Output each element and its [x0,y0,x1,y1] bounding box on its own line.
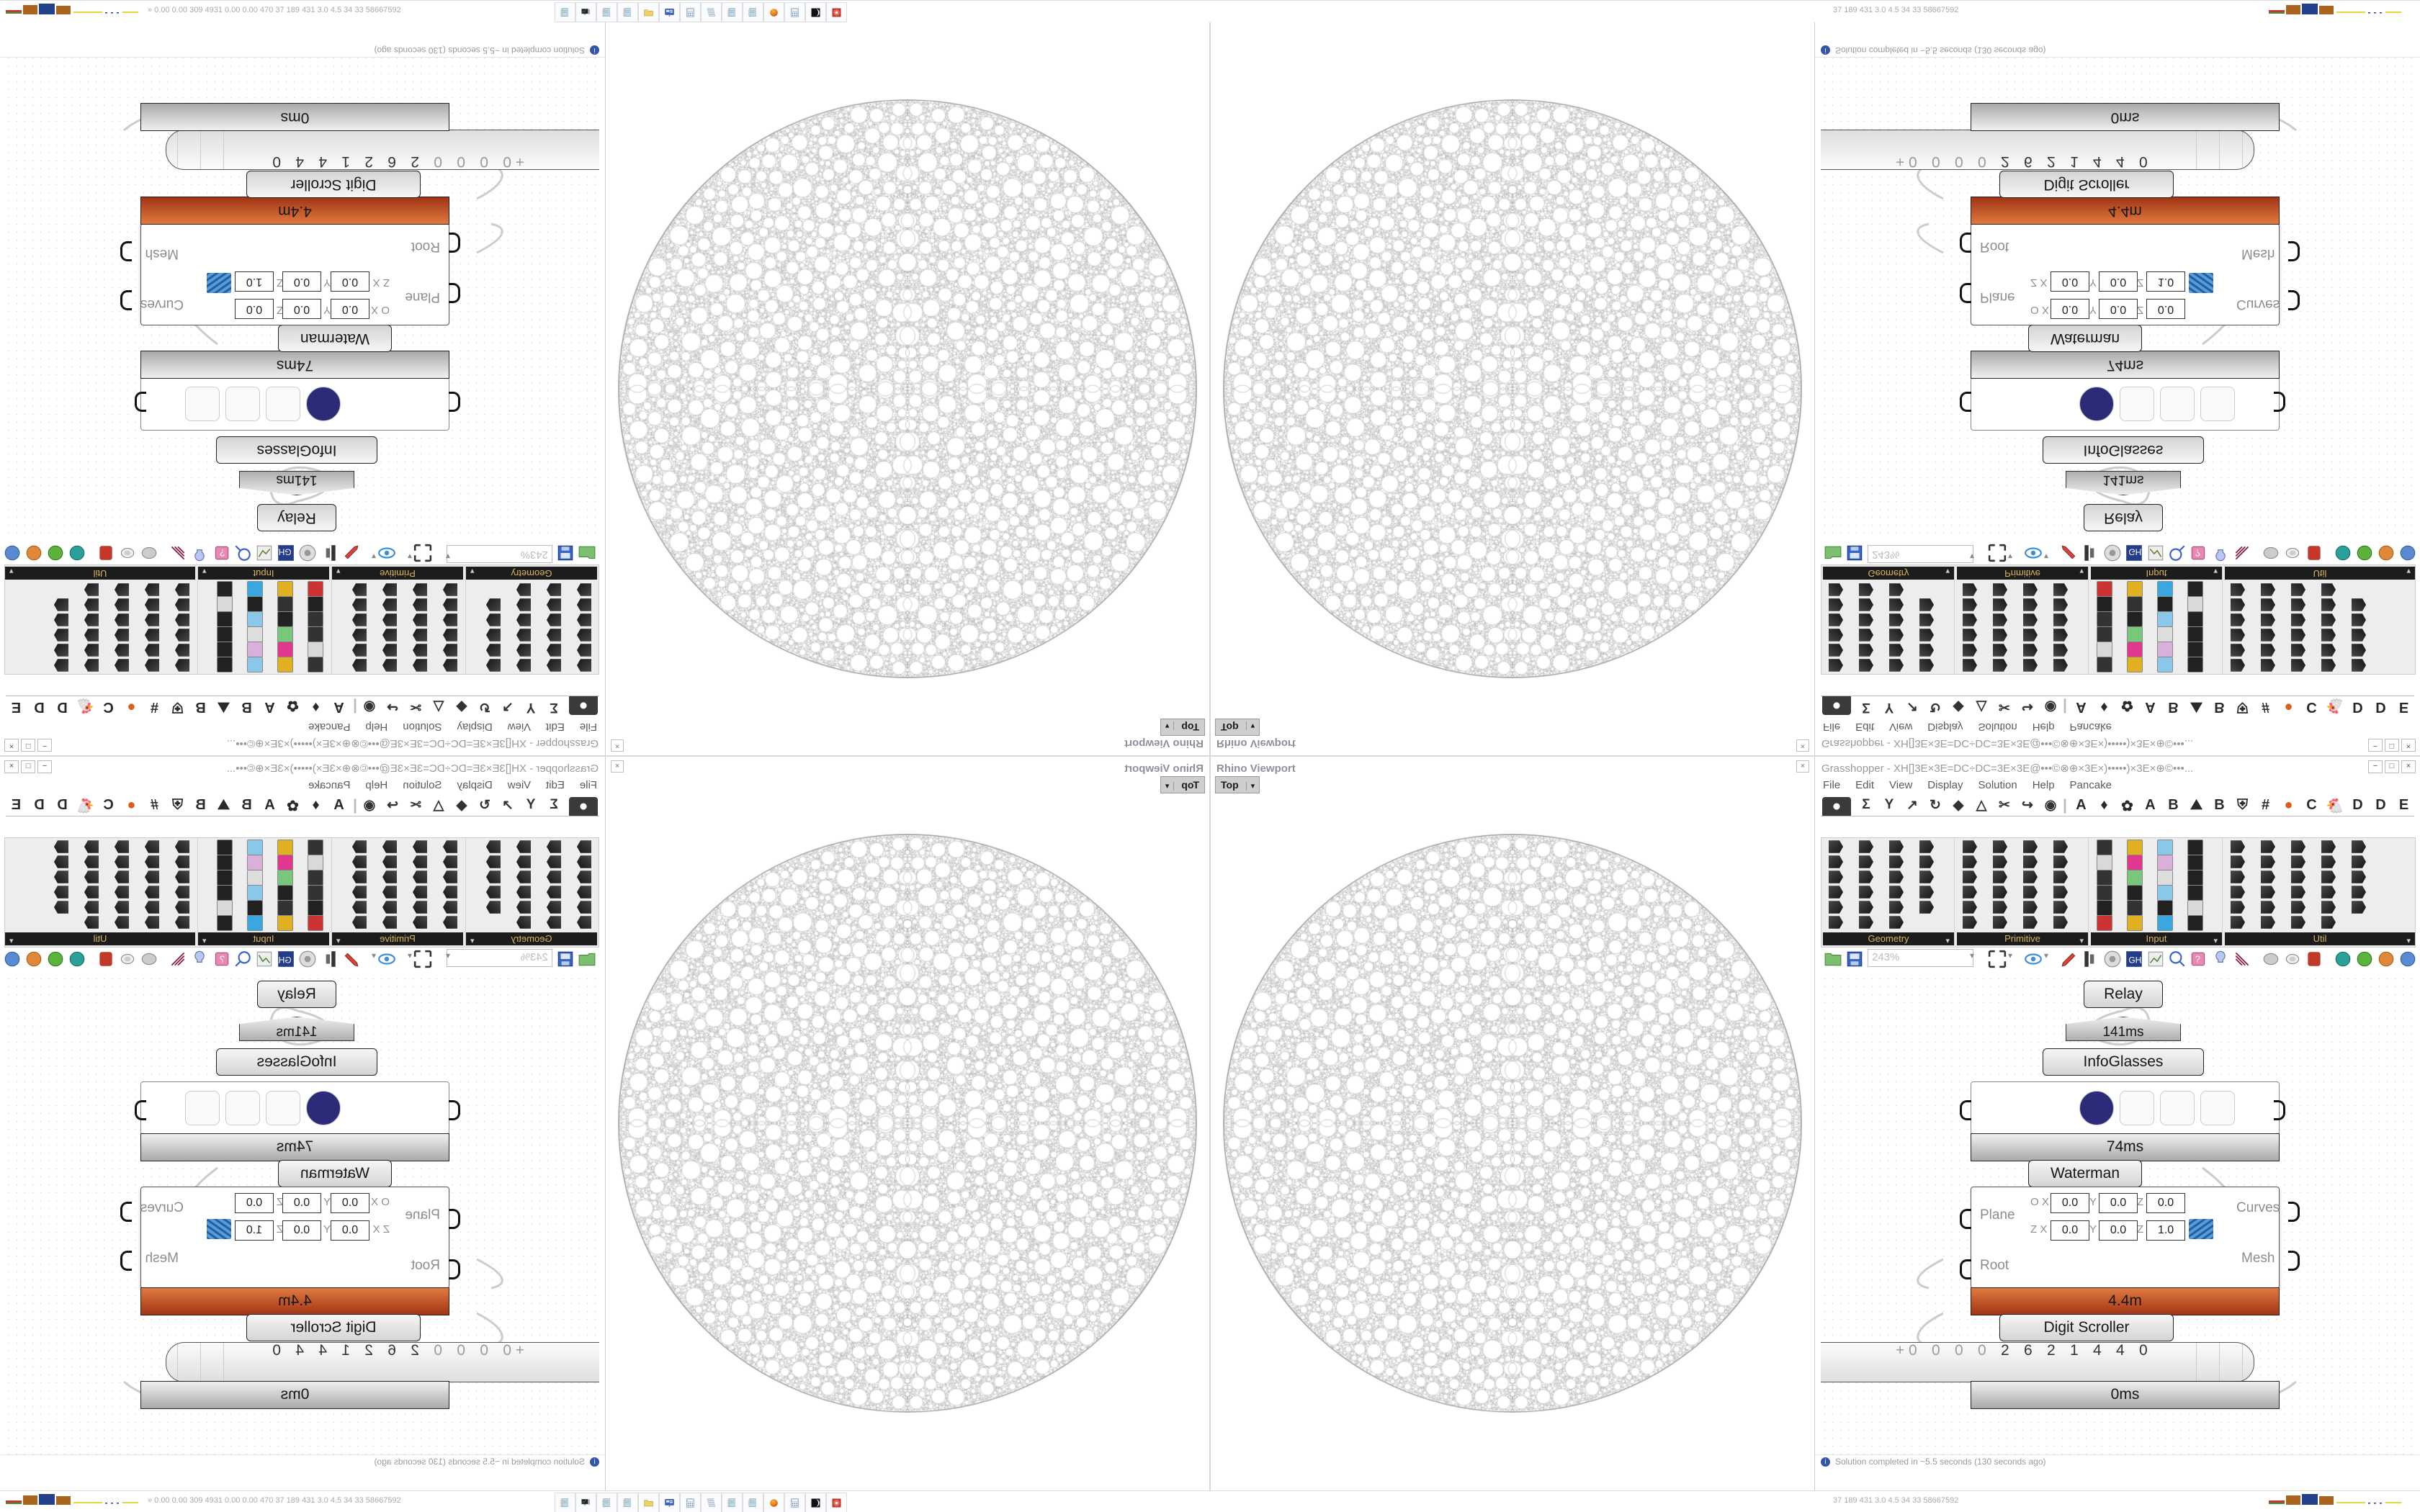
svg-text:?: ? [220,953,225,964]
svg-text:GHA: GHA [2128,955,2143,965]
svg-text:GHA: GHA [277,955,292,965]
svg-text:?: ? [2195,953,2200,964]
svg-text:GHA: GHA [2128,547,2143,557]
svg-text:?: ? [220,548,225,559]
svg-text:GHA: GHA [277,547,292,557]
svg-text:?: ? [2195,548,2200,559]
